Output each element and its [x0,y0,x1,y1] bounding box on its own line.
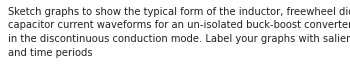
Text: capacitor current waveforms for an un-isolated buck-boost converter operating: capacitor current waveforms for an un-is… [8,20,350,31]
Text: Sketch graphs to show the typical form of the inductor, freewheel diode, and: Sketch graphs to show the typical form o… [8,7,350,17]
Text: in the discontinuous conduction mode. Label your graphs with salient levels: in the discontinuous conduction mode. La… [8,34,350,44]
Text: and time periods: and time periods [8,47,93,57]
